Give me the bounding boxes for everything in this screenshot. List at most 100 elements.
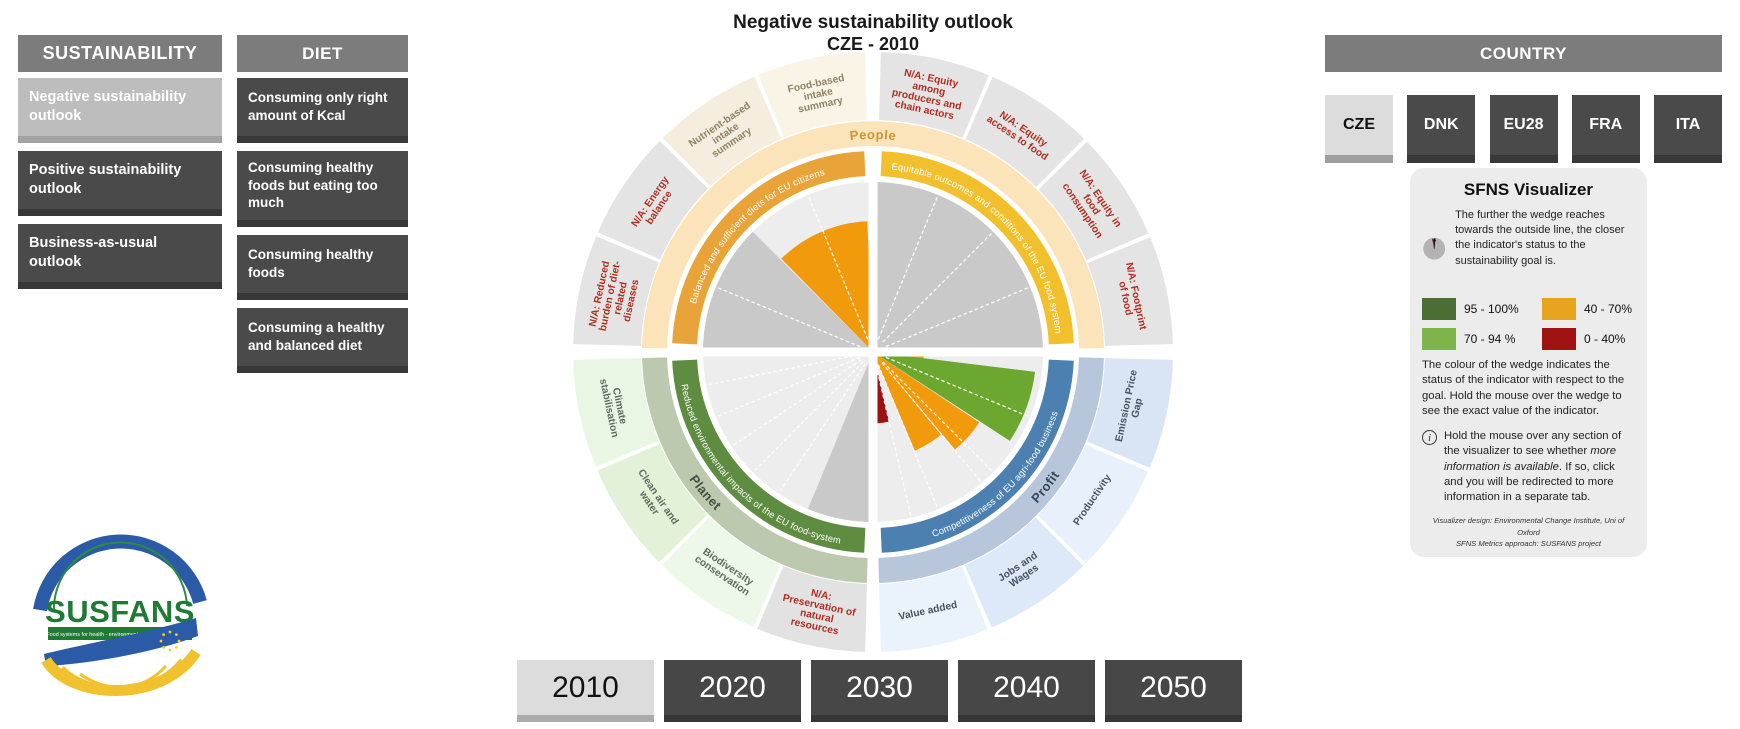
sector-divider — [877, 195, 939, 340]
pie-sector[interactable] — [807, 352, 873, 522]
wedge-explainer-text: The further the wedge reaches towards th… — [1455, 209, 1625, 267]
indicator-label-wedge[interactable] — [1038, 141, 1149, 261]
legend-label: 40 - 70% — [1584, 302, 1633, 316]
wedge-example-pie — [1423, 237, 1446, 260]
legend-label: 70 - 94 % — [1464, 332, 1516, 346]
status-legend: 95 - 100% 40 - 70% 70 - 94 % 0 - 40% — [1422, 298, 1635, 350]
indicator-wedge[interactable] — [873, 352, 942, 451]
diet-option-consuming-a-healthy-and-balanced-diet[interactable]: Consuming a healthy and balanced diet — [237, 307, 408, 373]
sector-divider — [882, 232, 993, 343]
sector-divider — [875, 365, 912, 517]
theme-arc[interactable] — [672, 359, 866, 553]
logo-yellow-swoosh-3 — [79, 664, 168, 689]
indicator-label[interactable]: N/A:Preservation ofnaturalresources — [777, 582, 859, 640]
sector-divider — [882, 361, 993, 472]
country-option-cze[interactable]: CZE — [1325, 95, 1393, 163]
sector-divider — [885, 286, 1030, 348]
country-option-fra[interactable]: FRA — [1571, 95, 1640, 163]
indicator-label-wedge[interactable] — [1087, 358, 1173, 468]
indicator-label-wedge[interactable] — [879, 566, 988, 652]
year-options: 2010 2020 2030 2040 2050 — [517, 660, 1242, 722]
chart-title-line2: CZE - 2010 — [826, 34, 920, 54]
legend-swatch — [1542, 328, 1576, 350]
sunburst-chart[interactable]: Balanced and sufficient diets for EU cit… — [563, 42, 1183, 662]
diet-option-consuming-healthy-foods-but-eating-too-m[interactable]: Consuming healthy foods but eating too m… — [237, 151, 408, 227]
sector-divider — [881, 362, 982, 483]
indicator-label-wedge[interactable] — [597, 443, 708, 563]
theme-arc[interactable] — [880, 359, 1074, 553]
indicator-label-wedge[interactable] — [964, 517, 1084, 628]
sector-divider — [778, 363, 866, 493]
country-option-dnk[interactable]: DNK — [1407, 95, 1476, 163]
indicator-label-wedge[interactable] — [573, 358, 659, 467]
indicator-label-wedge[interactable] — [758, 52, 867, 138]
indicator-label-wedge[interactable] — [757, 566, 867, 652]
info-icon: i — [1422, 430, 1437, 445]
chart-title-line1: Negative sustainability outlook — [733, 12, 1013, 33]
legend-swatch — [1542, 298, 1576, 320]
sector-divider — [707, 354, 860, 386]
indicator-label-wedge[interactable] — [1087, 237, 1173, 346]
year-option-2010[interactable]: 2010 — [517, 660, 654, 722]
colour-explainer-text: The colour of the wedge indicates the st… — [1422, 359, 1625, 417]
indicator-label-wedge[interactable] — [573, 236, 659, 346]
year-option-2050[interactable]: 2050 — [1105, 660, 1242, 722]
logo-wave — [44, 618, 198, 666]
example-arrow — [1433, 240, 1436, 249]
indicator-label-wedge[interactable] — [661, 516, 781, 628]
legend-label: 95 - 100% — [1464, 302, 1519, 316]
country-option-ita[interactable]: ITA — [1654, 95, 1722, 163]
sector-divider — [807, 195, 869, 340]
logo-eu-stars — [159, 630, 181, 652]
sustainability-option-business-as-usual-outlook[interactable]: Business-as-usual outlook — [18, 224, 222, 289]
legend-label: 0 - 40% — [1584, 332, 1626, 346]
sustainability-option-negative-sustainability-outlook[interactable]: Negative sustainability outlook — [18, 78, 222, 143]
theme-arc[interactable] — [880, 151, 1074, 345]
visualizer-panel-title: SFNS Visualizer — [1463, 180, 1594, 199]
sector-divider — [716, 286, 861, 348]
legend-swatch — [1422, 328, 1456, 350]
indicator-wedge[interactable] — [873, 352, 1035, 441]
visualizer-help-panel: SFNS Visualizer The further the wedge re… — [1410, 168, 1647, 558]
group-band[interactable] — [642, 121, 1104, 349]
indicator-label-wedge[interactable] — [662, 76, 782, 187]
credits: Visualizer design: Environmental Change … — [1432, 516, 1625, 549]
pie-sector[interactable] — [873, 182, 1043, 352]
sustainability-options: Negative sustainability outlook Positive … — [18, 78, 222, 289]
country-options: CZE DNK EU28 FRA ITA — [1325, 95, 1722, 163]
sector-divider — [877, 364, 939, 509]
curved-arc-label: People — [849, 127, 897, 143]
group-band[interactable] — [878, 357, 1104, 583]
indicator-label[interactable]: N/A: Equityamongproducers andchain actor… — [889, 66, 967, 123]
indicator-wedge[interactable] — [781, 221, 873, 352]
indicator-label-wedge[interactable] — [597, 140, 709, 260]
group-band[interactable] — [642, 357, 868, 583]
susfans-logo: SUSFANS Food systems for health - enviro… — [33, 534, 207, 696]
logo-tagline: Food systems for health - environment - … — [46, 632, 193, 638]
sector-divider — [716, 356, 861, 418]
diet-options: Consuming only right amount of Kcal Consu… — [237, 78, 408, 373]
diet-option-consuming-healthy-foods[interactable]: Consuming healthy foods — [237, 234, 408, 300]
sustainability-option-positive-sustainability-outlook[interactable]: Positive sustainability outlook — [18, 151, 222, 216]
sector-divider — [885, 356, 1030, 418]
pie-sector[interactable] — [703, 231, 873, 352]
indicator-wedge[interactable] — [873, 352, 980, 450]
sector-divider — [753, 361, 864, 472]
country-option-eu28[interactable]: EU28 — [1489, 95, 1558, 163]
theme-arc[interactable] — [672, 151, 866, 345]
sustainability-header: SUSTAINABILITY — [18, 35, 222, 72]
indicator-label-wedge[interactable] — [879, 52, 989, 138]
indicator-label-wedge[interactable] — [1037, 444, 1149, 564]
country-header: COUNTRY — [1325, 35, 1722, 72]
logo-green-arc — [52, 541, 188, 613]
example-arrow-head — [1433, 238, 1437, 242]
year-option-2020[interactable]: 2020 — [664, 660, 801, 722]
logo-wordmark: SUSFANS — [45, 594, 195, 629]
indicator-label-wedge[interactable] — [965, 76, 1085, 188]
chart-title: Negative sustainability outlook CZE - 20… — [563, 12, 1183, 55]
diet-option-consuming-only-right-amount-of-kcal[interactable]: Consuming only right amount of Kcal — [237, 78, 408, 143]
year-option-2040[interactable]: 2040 — [958, 660, 1095, 722]
diet-header: DIET — [237, 35, 408, 72]
year-option-2030[interactable]: 2030 — [811, 660, 948, 722]
